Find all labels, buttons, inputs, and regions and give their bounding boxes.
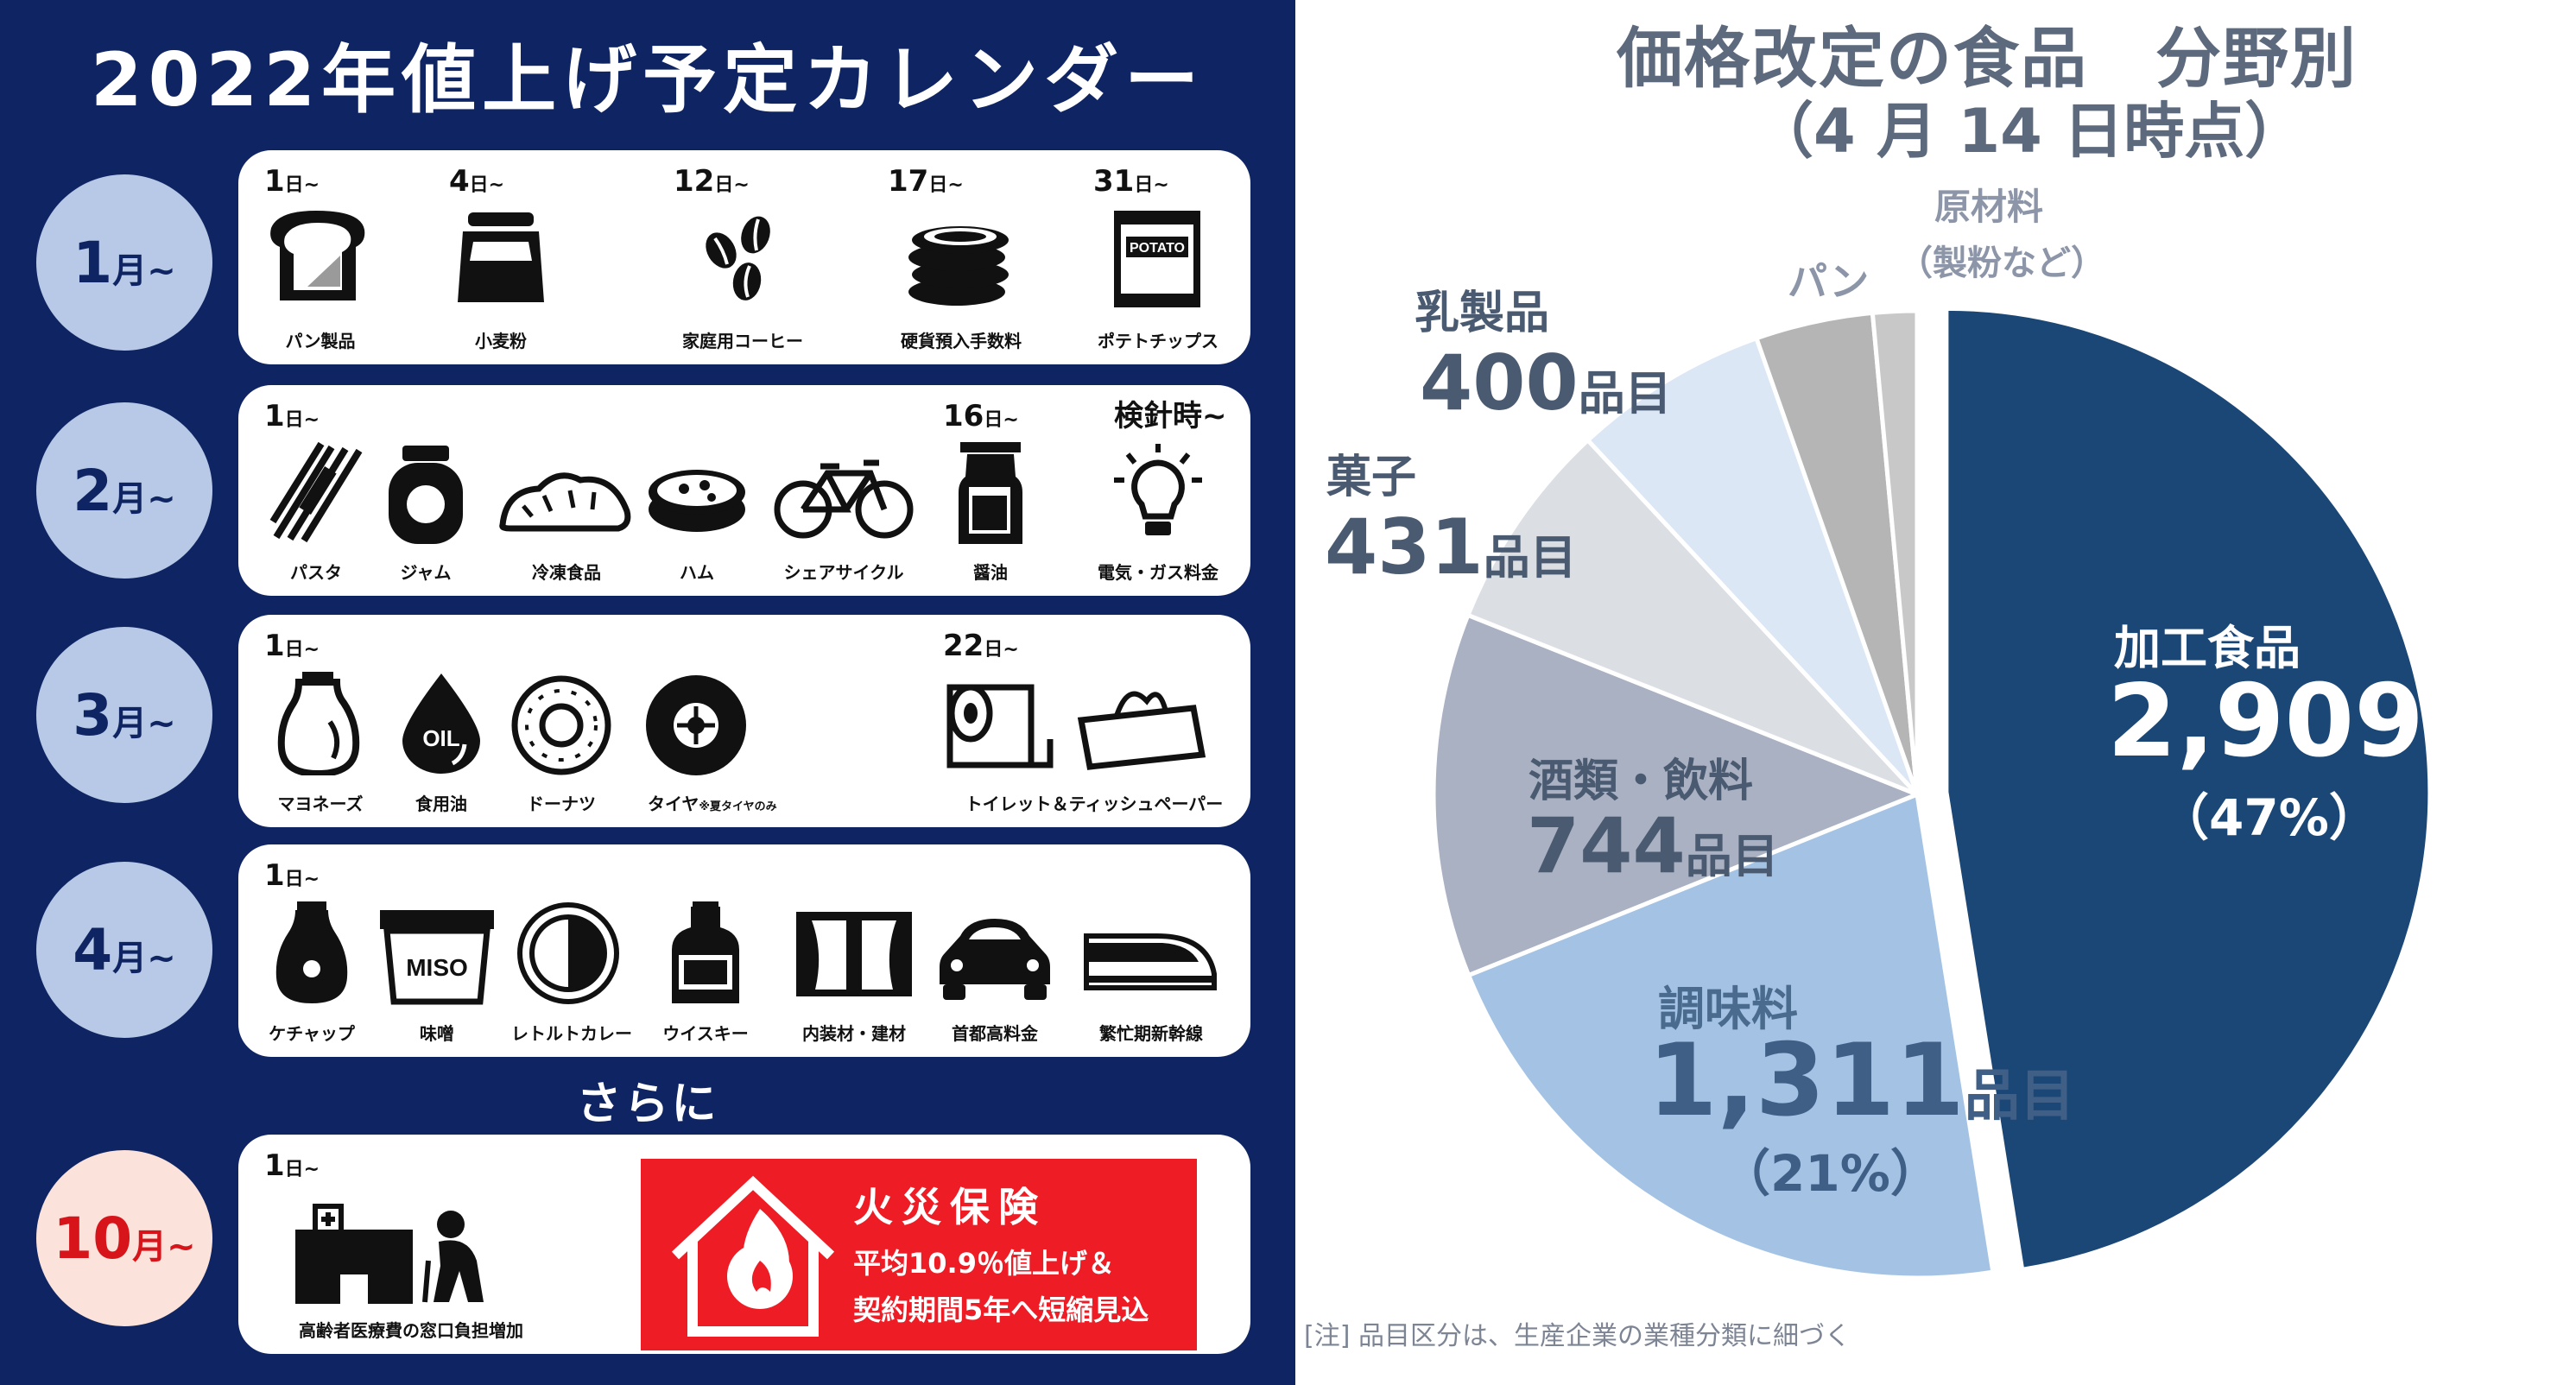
label-processed-pct: （47%） bbox=[2159, 788, 2379, 847]
item-potato-chips: 31日~ POTATO ポテトチップス bbox=[1093, 150, 1223, 364]
label-processed-name: 加工食品 bbox=[2114, 621, 2301, 675]
item-interior-materials: 内装材・建材 bbox=[789, 844, 919, 1057]
label-raw-name: 原材料 bbox=[1934, 186, 2044, 228]
price-revision-pie-chart: 価格改定の食品 分野別 （4 月 14 日時点） 加工食品 2,909品目 （4… bbox=[1295, 0, 2576, 1385]
item-medical-costs: 1日~ 高齢者医療費の窓口負担増加 bbox=[264, 1135, 575, 1354]
fire-insurance-box: 火災保険 平均10.9％値上げ＆ 契約期間5年へ短縮見込 bbox=[641, 1159, 1197, 1350]
slice-snacks bbox=[1465, 437, 1919, 797]
calendar-title: 2022年値上げ予定カレンダー bbox=[90, 37, 1206, 123]
label-bread-name: パン bbox=[1788, 258, 1870, 305]
hospital-elderly-icon bbox=[295, 1204, 484, 1304]
ketchup-icon bbox=[275, 901, 348, 1003]
item-flour: 4日~ 小麦粉 bbox=[449, 150, 553, 364]
pasta-icon bbox=[269, 442, 363, 543]
svg-text:POTATO: POTATO bbox=[1130, 241, 1185, 256]
chart-note: [注] 品目区分は、生産企業の業種分類に細づく bbox=[1304, 1321, 1851, 1351]
month-circle-jan: 1 月~ bbox=[36, 174, 212, 351]
month-row-mar: 1日~ マヨネーズ OIL 食用油 ドーナツ bbox=[238, 615, 1250, 827]
item-ham: ハム bbox=[641, 385, 753, 596]
bread-icon bbox=[270, 211, 365, 300]
label-processed-value: 2,909品目 bbox=[2107, 663, 2535, 780]
miso-icon: MISO bbox=[380, 910, 494, 1005]
curry-plate-icon bbox=[517, 902, 619, 1004]
label-snacks-name: 菓子 bbox=[1326, 452, 1417, 503]
price-hike-calendar: 2022年値上げ予定カレンダー 1 月~ 2 月~ 3 月~ 4 月~ 10 月~ 1日~… bbox=[0, 0, 1295, 1385]
bicycle-icon bbox=[774, 459, 914, 539]
label-dairy-name: 乳製品 bbox=[1415, 288, 1550, 339]
tire-icon bbox=[646, 675, 746, 775]
whisky-bottle-icon bbox=[672, 901, 739, 1003]
soy-sauce-icon bbox=[959, 442, 1022, 544]
coffee-beans-icon bbox=[706, 216, 770, 300]
item-utilities: 検針時~ 電気・ガス料金 bbox=[1085, 385, 1231, 596]
slice-alcohol-drinks bbox=[1431, 612, 1923, 978]
flour-bag-icon bbox=[458, 212, 544, 302]
label-raw-sub: （製粉など） bbox=[1898, 243, 2105, 283]
light-bulb-icon bbox=[1114, 444, 1202, 535]
slice-processed-foods bbox=[1944, 306, 2433, 1273]
potato-chips-bag-icon: POTATO bbox=[1114, 211, 1200, 307]
label-drinks-name: 酒類・飲料 bbox=[1529, 756, 1754, 807]
month-circle-apr: 4 月~ bbox=[36, 862, 212, 1038]
month-circle-feb: 2 月~ bbox=[36, 402, 212, 579]
item-toilet-paper: 22日~ トイレット＆ティッシュペーパー bbox=[943, 615, 1245, 827]
item-jam: ジャム bbox=[378, 385, 473, 596]
svg-text:MISO: MISO bbox=[406, 954, 468, 981]
chart-subtitle: （4 月 14 日時点） bbox=[1753, 96, 2306, 167]
item-donut: ドーナツ bbox=[501, 615, 622, 827]
jam-jar-icon bbox=[389, 446, 463, 544]
item-miso: MISO 味噌 bbox=[377, 844, 497, 1057]
slice-dairy bbox=[1585, 335, 1920, 796]
item-coffee: 12日~ 家庭用コーヒー bbox=[674, 150, 812, 364]
item-bread: 1日~ パン製品 bbox=[264, 150, 377, 364]
label-dairy-value: 400品目 bbox=[1420, 338, 1672, 427]
pie-chart bbox=[1431, 306, 2433, 1281]
donut-icon bbox=[511, 675, 611, 775]
item-mayonnaise: 1日~ マヨネーズ bbox=[264, 615, 377, 827]
item-expressway-toll: 首都高料金 bbox=[934, 844, 1055, 1057]
item-shinkansen: 繁忙期新幹線 bbox=[1078, 844, 1225, 1057]
label-seasoning-pct: （21%） bbox=[1720, 1144, 1940, 1203]
mayonnaise-icon bbox=[277, 672, 360, 775]
month-row-feb: 1日~ パスタ ジャム 冷凍食品 bbox=[238, 385, 1250, 596]
furthermore-heading: さらに bbox=[576, 1078, 719, 1130]
label-seasoning-value: 1,311品目 bbox=[1648, 1022, 2075, 1139]
month-row-jan: 1日~ パン製品 4日~ 小麦粉 12日~ bbox=[238, 150, 1250, 364]
item-frozen-food: 冷凍食品 bbox=[497, 385, 636, 596]
label-seasoning-name: 調味料 bbox=[1658, 982, 1798, 1036]
window-curtain-icon bbox=[796, 912, 912, 996]
item-coins: 17日~ 硬貨預入手数料 bbox=[888, 150, 1035, 364]
item-pasta: 1日~ パスタ bbox=[264, 385, 368, 596]
item-soy-sauce: 16日~ 醤油 bbox=[943, 385, 1038, 596]
svg-text:OIL: OIL bbox=[422, 725, 459, 751]
gyoza-icon bbox=[499, 472, 631, 532]
chart-title: 価格改定の食品 分野別 bbox=[1617, 20, 2358, 97]
item-tire: タイヤ※夏タイヤのみ bbox=[642, 615, 841, 827]
bullet-train-icon bbox=[1084, 933, 1217, 990]
label-drinks-value: 744品目 bbox=[1527, 801, 1779, 890]
month-row-apr: 1日~ ケチャップ MISO 味噌 レトルトカレー bbox=[238, 844, 1250, 1057]
item-retort-curry: レトルトカレー bbox=[503, 844, 641, 1057]
ham-icon bbox=[649, 470, 745, 532]
month-circle-mar: 3 月~ bbox=[36, 627, 212, 803]
item-share-cycle: シェアサイクル bbox=[770, 385, 917, 596]
label-snacks-value: 431品目 bbox=[1325, 503, 1577, 591]
car-icon bbox=[940, 919, 1050, 1000]
slice-seasoning bbox=[1465, 791, 1996, 1281]
slice-raw-materials bbox=[1870, 308, 1920, 795]
month-circle-oct: 10 月~ bbox=[36, 1150, 212, 1326]
coin-stack-icon bbox=[908, 226, 1009, 306]
item-cooking-oil: OIL 食用油 bbox=[394, 615, 489, 827]
toilet-paper-icon bbox=[946, 684, 1206, 770]
item-ketchup: 1日~ ケチャップ bbox=[264, 844, 359, 1057]
house-fire-icon bbox=[671, 1175, 835, 1337]
item-whisky: ウイスキー bbox=[658, 844, 753, 1057]
oil-drop-icon: OIL bbox=[402, 674, 480, 774]
